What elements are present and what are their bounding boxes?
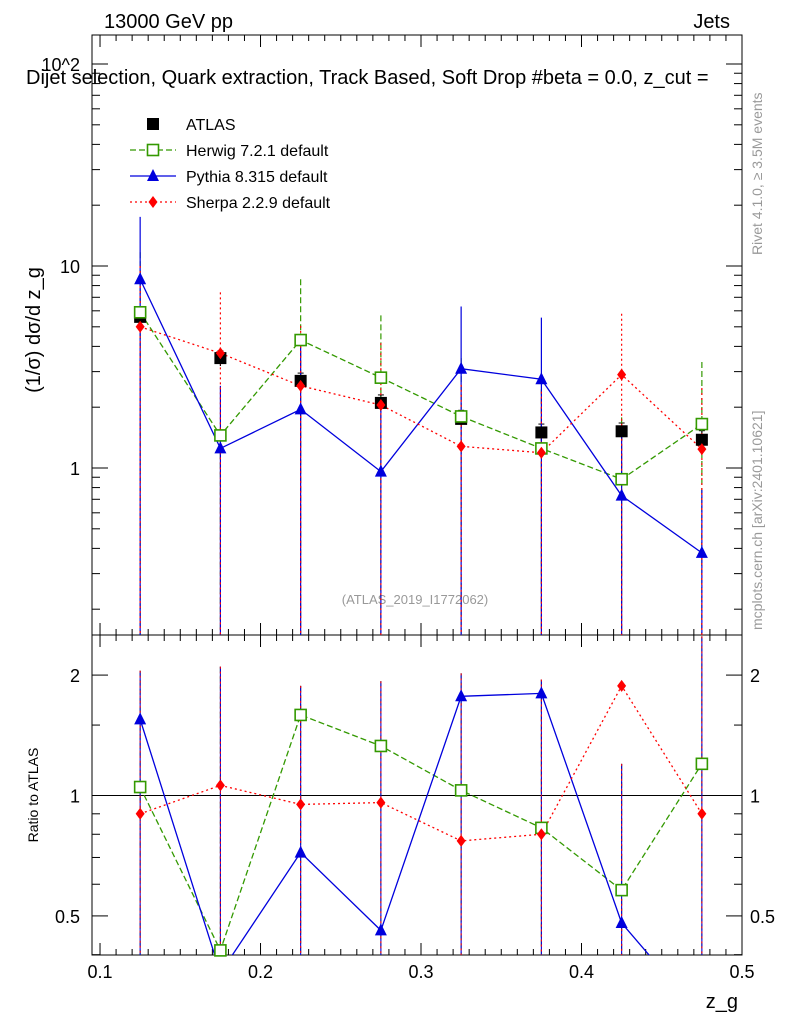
ratio-point-0 bbox=[295, 709, 306, 720]
y-tick-label-main: 10^2 bbox=[42, 55, 80, 75]
data-point-1 bbox=[696, 419, 707, 430]
y-tick-label-ratio-right: 1 bbox=[750, 787, 760, 807]
ratio-point-2 bbox=[457, 835, 466, 847]
y-axis-label-main: (1/σ) dσ/d z_g bbox=[23, 267, 45, 393]
legend-entry: Pythia 8.315 default bbox=[186, 169, 328, 186]
ratio-point-2 bbox=[376, 797, 385, 809]
ratio-point-1 bbox=[295, 846, 307, 858]
data-point-1 bbox=[295, 335, 306, 346]
data-point-2 bbox=[696, 546, 708, 558]
data-point-2 bbox=[295, 402, 307, 414]
ratio-point-2 bbox=[296, 798, 305, 810]
ratio-point-0 bbox=[456, 785, 467, 796]
ratio-point-1 bbox=[616, 916, 628, 928]
legend-marker bbox=[147, 118, 159, 130]
legend-marker bbox=[149, 196, 158, 208]
analysis-id: (ATLAS_2019_I1772062) bbox=[342, 592, 488, 607]
plot-canvas: 13000 GeV pp Jets Dijet selection, Quark… bbox=[0, 0, 786, 1024]
series-line-2 bbox=[140, 279, 702, 553]
ratio-point-1 bbox=[134, 712, 146, 724]
legend-entry: ATLAS bbox=[186, 117, 236, 134]
data-point-0 bbox=[616, 425, 628, 437]
plot-title: Dijet selection, Quark extraction, Track… bbox=[26, 67, 709, 89]
x-axis-label: z_g bbox=[706, 991, 738, 1013]
x-tick-label: 0.1 bbox=[88, 962, 113, 982]
ratio-point-2 bbox=[136, 808, 145, 820]
data-point-1 bbox=[456, 411, 467, 422]
y-tick-label-ratio: 2 bbox=[70, 666, 80, 686]
rivet-label: Rivet 4.1.0, ≥ 3.5M events bbox=[749, 92, 765, 255]
ratio-point-0 bbox=[696, 758, 707, 769]
y-tick-label-ratio: 0.5 bbox=[55, 907, 80, 927]
mcplots-label: mcplots.cern.ch [arXiv:2401.10621] bbox=[749, 411, 765, 630]
ratio-point-2 bbox=[216, 779, 225, 791]
data-point-2 bbox=[134, 272, 146, 284]
ratio-line-0 bbox=[140, 715, 702, 950]
data-point-2 bbox=[455, 362, 467, 374]
series-line-1 bbox=[140, 312, 702, 479]
legend-marker bbox=[148, 145, 159, 156]
x-tick-label: 0.2 bbox=[248, 962, 273, 982]
legend-entry: Sherpa 2.2.9 default bbox=[186, 195, 331, 212]
ratio-point-0 bbox=[375, 740, 386, 751]
ratio-line-2 bbox=[140, 686, 702, 841]
data-point-0 bbox=[535, 426, 547, 438]
data-point-1 bbox=[375, 372, 386, 383]
y-tick-label-ratio-right: 2 bbox=[750, 666, 760, 686]
ratio-point-0 bbox=[616, 885, 627, 896]
x-tick-label: 0.5 bbox=[729, 962, 754, 982]
y-tick-label-ratio-right: 0.5 bbox=[750, 907, 775, 927]
ratio-point-0 bbox=[135, 782, 146, 793]
y-tick-label-main: 10 bbox=[60, 257, 80, 277]
ratio-point-1 bbox=[535, 686, 547, 698]
y-axis-label-ratio: Ratio to ATLAS bbox=[25, 748, 41, 843]
data-point-1 bbox=[616, 474, 627, 485]
data-point-2 bbox=[214, 441, 226, 453]
ratio-point-1 bbox=[375, 923, 387, 935]
data-point-3 bbox=[617, 369, 626, 381]
y-tick-label-main: 1 bbox=[70, 459, 80, 479]
data-point-1 bbox=[215, 430, 226, 441]
x-tick-label: 0.4 bbox=[569, 962, 594, 982]
data-point-1 bbox=[135, 307, 146, 318]
header-jets: Jets bbox=[693, 11, 730, 33]
ratio-point-0 bbox=[215, 945, 226, 956]
legend-marker bbox=[147, 169, 159, 181]
y-tick-label-ratio: 1 bbox=[70, 787, 80, 807]
legend-entry: Herwig 7.2.1 default bbox=[186, 143, 329, 160]
header-energy: 13000 GeV pp bbox=[104, 11, 233, 33]
x-tick-label: 0.3 bbox=[408, 962, 433, 982]
data-point-3 bbox=[457, 440, 466, 452]
ratio-point-1 bbox=[455, 689, 467, 701]
